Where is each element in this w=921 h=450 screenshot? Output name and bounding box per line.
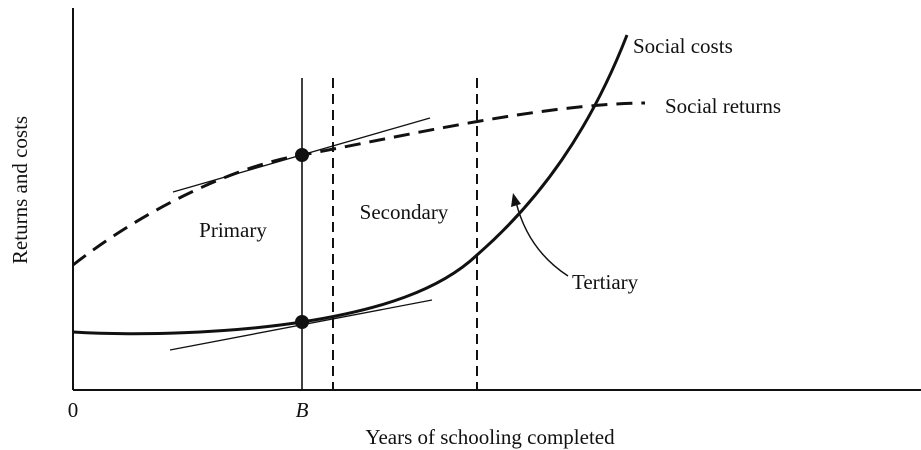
costs-label: Social costs [633, 34, 733, 58]
axes [72, 8, 921, 391]
costs-point [295, 315, 309, 329]
secondary-label: Secondary [360, 200, 449, 224]
social-costs-curve [72, 34, 629, 336]
primary-label: Primary [199, 218, 267, 242]
x-axis-label: Years of schooling completed [365, 425, 615, 449]
origin-label: 0 [68, 398, 79, 422]
b-label: B [296, 398, 309, 422]
returns-point [295, 148, 309, 162]
y-axis-label: Returns and costs [8, 116, 32, 264]
tertiary-arrow [515, 201, 569, 277]
tertiary-arrowhead [511, 193, 521, 207]
returns-label: Social returns [665, 94, 781, 118]
social-returns-curve [72, 101, 646, 267]
tertiary-label: Tertiary [572, 270, 639, 294]
